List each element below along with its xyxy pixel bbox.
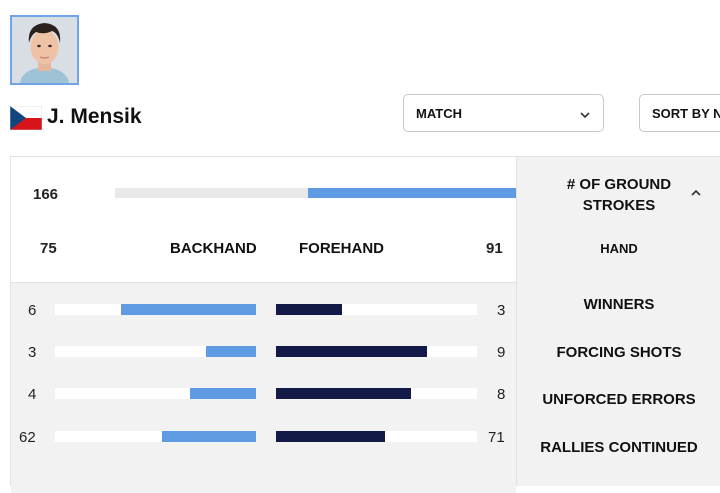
row-backhand-bar-fill (205, 346, 256, 357)
sort-select[interactable]: SORT BY NO (639, 94, 720, 132)
row-forehand-bar (276, 388, 477, 399)
summary-section: 166 75 BACKHAND FOREHAND 91 (11, 157, 517, 283)
row-backhand-value: 3 (28, 344, 37, 361)
row-forehand-bar-fill (276, 304, 343, 315)
row-backhand-bar (55, 431, 256, 442)
breakdown-section: 6 3 3 9 4 8 62 71 (11, 283, 516, 493)
row-backhand-value: 62 (19, 429, 36, 446)
ground-strokes-header[interactable]: # OF GROUND STROKES (566, 176, 672, 214)
sort-select-value: SORT BY NO (652, 105, 720, 121)
row-forehand-value: 9 (497, 344, 506, 361)
backhand-total-value: 75 (40, 240, 57, 257)
row-forehand-value: 3 (497, 302, 506, 319)
row-backhand-bar-fill (121, 304, 256, 315)
row-backhand-bar-fill (189, 388, 256, 399)
total-strokes-bar-fill (307, 188, 517, 198)
row-backhand-value: 6 (28, 302, 37, 319)
row-forehand-value: 8 (497, 386, 506, 403)
forehand-total-value: 91 (486, 240, 503, 257)
hand-label: HAND (600, 241, 638, 256)
stat-label-rallies-continued: RALLIES CONTINUED (540, 439, 698, 456)
row-backhand-bar (55, 304, 256, 315)
chevron-down-icon (579, 108, 591, 123)
row-forehand-value: 71 (488, 429, 505, 446)
stat-label-winners: WINNERS (583, 296, 655, 313)
total-strokes-bar (115, 188, 517, 198)
row-forehand-bar (276, 304, 477, 315)
chevron-up-icon[interactable] (690, 185, 702, 203)
period-select-value: MATCH (416, 105, 462, 121)
backhand-column-header: BACKHAND (170, 240, 257, 257)
row-forehand-bar (276, 431, 477, 442)
stat-labels-column: # OF GROUND STROKES HAND WINNERS FORCING… (516, 156, 720, 486)
row-forehand-bar (276, 346, 477, 357)
row-forehand-bar-fill (276, 431, 385, 442)
stats-panel: 166 75 BACKHAND FOREHAND 91 6 3 3 9 4 8 … (10, 156, 517, 493)
row-forehand-bar-fill (276, 388, 411, 399)
forehand-column-header: FOREHAND (299, 240, 384, 257)
stat-label-forcing-shots: FORCING SHOTS (556, 344, 682, 361)
player-name: J. Mensik (47, 105, 142, 128)
row-backhand-bar (55, 388, 256, 399)
period-select[interactable]: MATCH (403, 94, 604, 132)
total-strokes-value: 166 (33, 186, 59, 203)
row-backhand-value: 4 (28, 386, 37, 403)
player-avatar (10, 15, 79, 85)
row-backhand-bar (55, 346, 256, 357)
czech-flag-icon (10, 106, 42, 130)
avatar-image (12, 17, 77, 83)
row-backhand-bar-fill (161, 431, 256, 442)
row-forehand-bar-fill (276, 346, 427, 357)
stat-label-unforced-errors: UNFORCED ERRORS (542, 391, 696, 408)
